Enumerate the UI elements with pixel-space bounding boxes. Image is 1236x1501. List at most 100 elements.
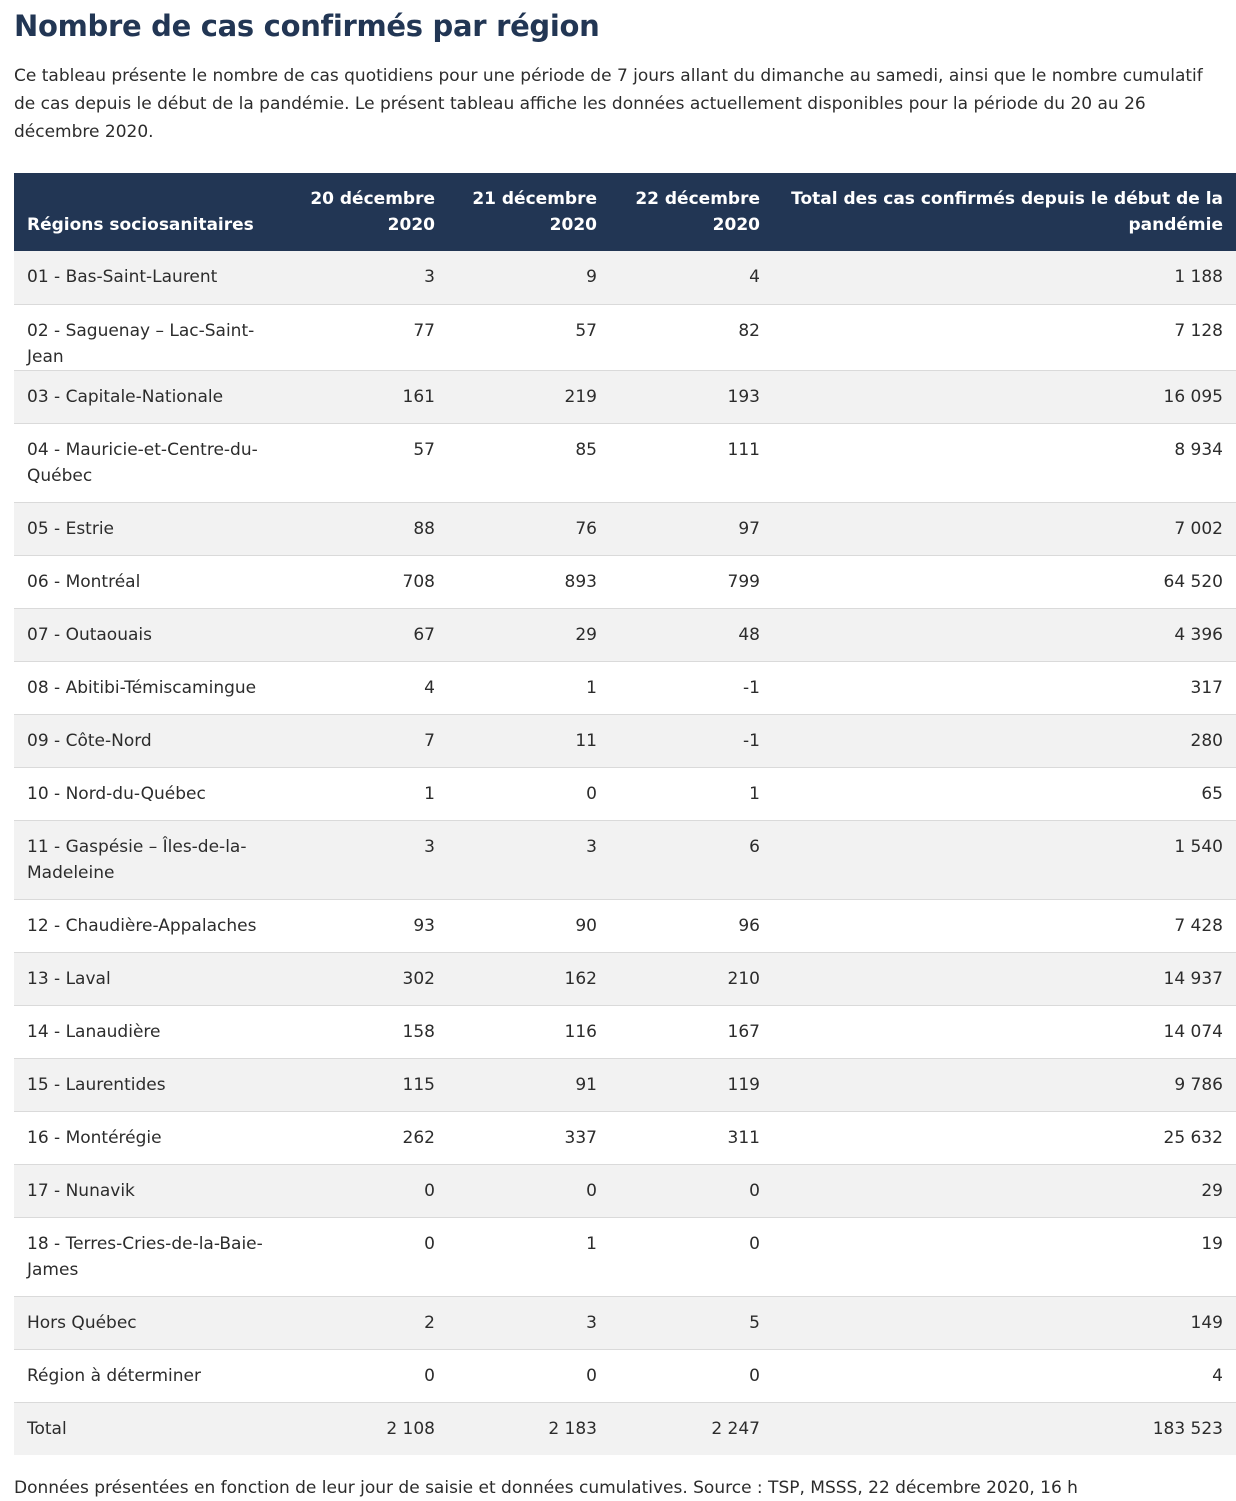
intro-paragraph: Ce tableau présente le nombre de cas quo… bbox=[14, 66, 1203, 142]
source-note: Données présentées en fonction de leur j… bbox=[14, 1478, 1078, 1498]
cell-day-3: 1 bbox=[610, 767, 773, 821]
cell-total: 29 bbox=[773, 1164, 1236, 1218]
cell-day-3: 167 bbox=[610, 1005, 773, 1059]
table-row: 08 - Abitibi-Témiscamingue 4 1 -1 317 bbox=[14, 661, 1236, 715]
cell-day-1: 67 bbox=[290, 608, 448, 662]
cell-region: 18 - Terres-Cries-de-la-Baie-James bbox=[14, 1217, 290, 1297]
cell-region: 16 - Montérégie bbox=[14, 1111, 290, 1165]
cell-region: 01 - Bas-Saint-Laurent bbox=[14, 251, 290, 305]
page-title: Nombre de cas confirmés par région bbox=[14, 9, 600, 43]
cell-total: 1 188 bbox=[773, 251, 1236, 305]
cell-day-3: 193 bbox=[610, 370, 773, 424]
cell-day-3: 111 bbox=[610, 423, 773, 503]
cell-day-1: 0 bbox=[290, 1217, 448, 1297]
cell-day-3: -1 bbox=[610, 661, 773, 715]
cell-day-2: 9 bbox=[448, 251, 610, 305]
header-row: Régions sociosanitaires 20 décembre 2020… bbox=[14, 173, 1236, 251]
cell-total: 280 bbox=[773, 714, 1236, 768]
cell-day-3: 6 bbox=[610, 820, 773, 900]
cell-day-2: 162 bbox=[448, 952, 610, 1006]
cell-total: 7 002 bbox=[773, 502, 1236, 556]
cell-region: 12 - Chaudière-Appalaches bbox=[14, 899, 290, 953]
table-row: 16 - Montérégie 262 337 311 25 632 bbox=[14, 1111, 1236, 1165]
cell-day-3: 311 bbox=[610, 1111, 773, 1165]
cell-day-3: 119 bbox=[610, 1058, 773, 1112]
cell-day-2: 1 bbox=[448, 1217, 610, 1297]
cell-total: 7 128 bbox=[773, 304, 1236, 371]
cell-day-1: 262 bbox=[290, 1111, 448, 1165]
cell-day-3: 96 bbox=[610, 899, 773, 953]
table-row: 09 - Côte-Nord 7 11 -1 280 bbox=[14, 714, 1236, 768]
cell-day-1: 4 bbox=[290, 661, 448, 715]
cell-total: 8 934 bbox=[773, 423, 1236, 503]
cell-total: 19 bbox=[773, 1217, 1236, 1297]
table-row: Région à déterminer 0 0 0 4 bbox=[14, 1349, 1236, 1403]
table-row: 04 - Mauricie-et-Centre-du-Québec 57 85 111… bbox=[14, 423, 1236, 503]
cell-day-3: 97 bbox=[610, 502, 773, 556]
cell-day-1: 161 bbox=[290, 370, 448, 424]
cell-region: Région à déterminer bbox=[14, 1349, 290, 1403]
table-header: Régions sociosanitaires 20 décembre 2020… bbox=[14, 173, 1236, 251]
cell-total: 149 bbox=[773, 1296, 1236, 1350]
cell-day-2: 893 bbox=[448, 555, 610, 609]
cell-day-2: 1 bbox=[448, 661, 610, 715]
header-day-2: 21 décembre 2020 bbox=[472, 189, 597, 235]
cell-day-1: 708 bbox=[290, 555, 448, 609]
cell-day-2: 91 bbox=[448, 1058, 610, 1112]
cell-region: 15 - Laurentides bbox=[14, 1058, 290, 1112]
cell-day-1: 1 bbox=[290, 767, 448, 821]
cell-region: 08 - Abitibi-Témiscamingue bbox=[14, 661, 290, 715]
cell-region: 04 - Mauricie-et-Centre-du-Québec bbox=[14, 423, 290, 503]
header-region: Régions sociosanitaires bbox=[27, 215, 254, 235]
cell-day-1: 0 bbox=[290, 1164, 448, 1218]
cell-day-2: 57 bbox=[448, 304, 610, 371]
cell-day-2: 85 bbox=[448, 423, 610, 503]
cell-total: 14 937 bbox=[773, 952, 1236, 1006]
table-row: 07 - Outaouais 67 29 48 4 396 bbox=[14, 608, 1236, 662]
cell-day-1: 3 bbox=[290, 251, 448, 305]
cell-day-1: 57 bbox=[290, 423, 448, 503]
table-row: 02 - Saguenay – Lac-Saint-Jean 77 57 82 7 12… bbox=[14, 304, 1236, 371]
cell-region: 17 - Nunavik bbox=[14, 1164, 290, 1218]
cell-day-2: 337 bbox=[448, 1111, 610, 1165]
cell-region: 13 - Laval bbox=[14, 952, 290, 1006]
table-row: 05 - Estrie 88 76 97 7 002 bbox=[14, 502, 1236, 556]
cell-day-1: 93 bbox=[290, 899, 448, 953]
cell-region: 11 - Gaspésie – Îles-de-la-Madeleine bbox=[14, 820, 290, 900]
table-row: 14 - Lanaudière 158 116 167 14 074 bbox=[14, 1005, 1236, 1059]
header-total: Total des cas confirmés depuis le début … bbox=[791, 189, 1223, 235]
cell-day-1: 88 bbox=[290, 502, 448, 556]
cell-day-1: 2 108 bbox=[386, 1418, 435, 1439]
table-row: 17 - Nunavik 0 0 0 29 bbox=[14, 1164, 1236, 1218]
cell-day-1: 115 bbox=[290, 1058, 448, 1112]
cell-day-2: 0 bbox=[448, 767, 610, 821]
cell-day-2: 0 bbox=[448, 1164, 610, 1218]
table-row: 15 - Laurentides 115 91 119 9 786 bbox=[14, 1058, 1236, 1112]
cell-region: 02 - Saguenay – Lac-Saint-Jean bbox=[14, 304, 290, 371]
cell-day-2: 29 bbox=[448, 608, 610, 662]
cell-total: 4 396 bbox=[773, 608, 1236, 662]
cell-day-1: 2 bbox=[290, 1296, 448, 1350]
header-day-3: 22 décembre 2020 bbox=[635, 189, 760, 235]
cell-day-1: 3 bbox=[290, 820, 448, 900]
table-row: 11 - Gaspésie – Îles-de-la-Madeleine 3 3 6 1… bbox=[14, 820, 1236, 900]
cell-day-2: 116 bbox=[448, 1005, 610, 1059]
cell-region: 09 - Côte-Nord bbox=[14, 714, 290, 768]
table-row: 12 - Chaudière-Appalaches 93 90 96 7 428 bbox=[14, 899, 1236, 953]
cell-total: 1 540 bbox=[773, 820, 1236, 900]
cell-day-3: 210 bbox=[610, 952, 773, 1006]
table-row: 18 - Terres-Cries-de-la-Baie-James 0 1 0 19 bbox=[14, 1217, 1236, 1297]
cell-day-3: 4 bbox=[610, 251, 773, 305]
cell-total: 7 428 bbox=[773, 899, 1236, 953]
cell-day-2: 3 bbox=[448, 1296, 610, 1350]
cell-day-3: 48 bbox=[610, 608, 773, 662]
cell-day-2: 90 bbox=[448, 899, 610, 953]
cell-day-3: 5 bbox=[610, 1296, 773, 1350]
cell-region: 10 - Nord-du-Québec bbox=[14, 767, 290, 821]
cell-day-3: 2 247 bbox=[711, 1418, 760, 1439]
cell-day-2: 11 bbox=[448, 714, 610, 768]
cell-region: 14 - Lanaudière bbox=[14, 1005, 290, 1059]
cell-total: 16 095 bbox=[773, 370, 1236, 424]
cell-day-1: 158 bbox=[290, 1005, 448, 1059]
